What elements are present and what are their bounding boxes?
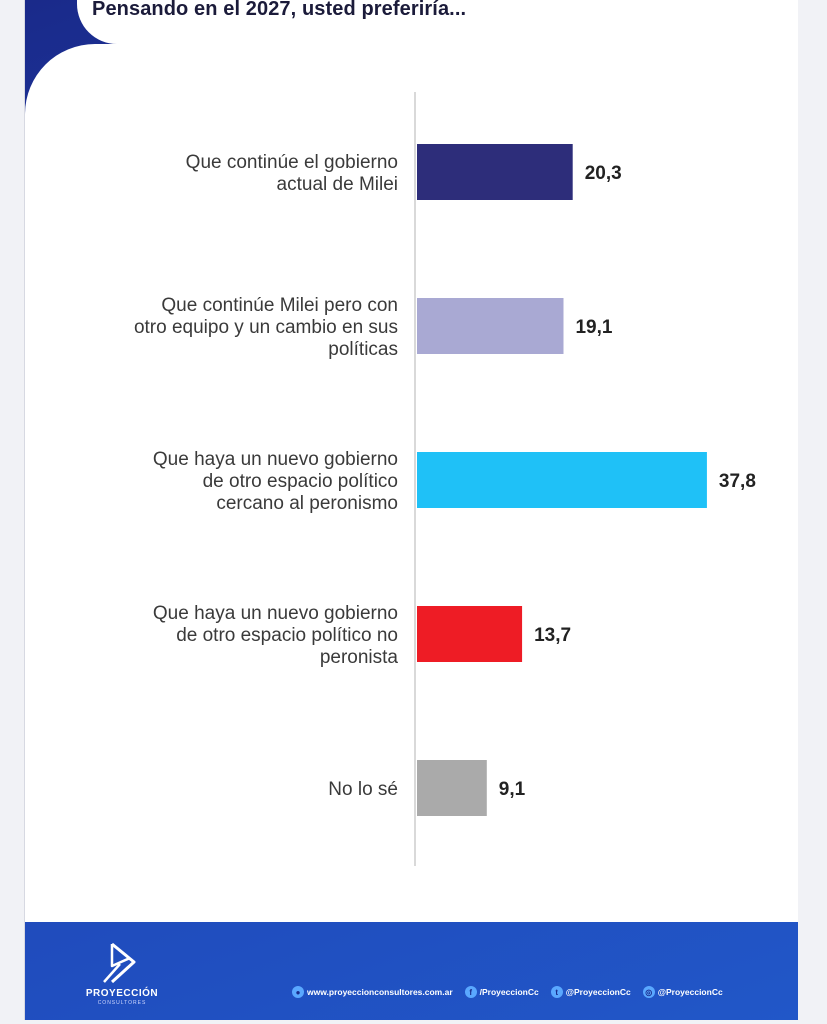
data-label-3: 13,7	[534, 625, 571, 646]
category-label-1-line-2: políticas	[328, 339, 398, 360]
bar-2	[417, 452, 707, 508]
data-label-2: 37,8	[719, 471, 756, 492]
social-twitter-text: @ProyeccionCc	[565, 987, 631, 997]
social-facebook[interactable]: f /ProyeccionCc	[464, 986, 539, 998]
social-links: ● www.proyeccionconsultores.com.ar f /Pr…	[292, 986, 723, 998]
category-label-3-line-2: peronista	[320, 647, 399, 668]
category-label-4-line-0: No lo sé	[328, 779, 398, 800]
social-twitter[interactable]: t @ProyeccionCc	[550, 986, 631, 998]
category-label-1-line-1: otro equipo y un cambio en sus	[134, 317, 398, 338]
data-label-4: 9,1	[499, 779, 526, 800]
facebook-icon: f	[464, 986, 477, 998]
brand-name: PROYECCIÓN	[85, 988, 159, 999]
globe-icon: ●	[292, 986, 304, 998]
bar-4	[417, 760, 487, 816]
category-label-3-line-0: Que haya un nuevo gobierno	[153, 603, 398, 624]
data-label-0: 20,3	[585, 163, 622, 184]
category-label-0-line-1: actual de Milei	[277, 174, 398, 195]
category-label-1-line-0: Que continúe Milei pero con	[161, 295, 398, 316]
category-label-0-line-0: Que continúe el gobierno	[186, 152, 398, 173]
chart-title: Pensando en el 2027, usted preferiría...	[92, 0, 467, 20]
category-label-2-line-1: de otro espacio político	[203, 471, 398, 492]
brand-logo: PROYECCIÓN CONSULTORES	[82, 938, 162, 1008]
social-website-text: www.proyeccionconsultores.com.ar	[307, 987, 453, 997]
social-website[interactable]: ● www.proyeccionconsultores.com.ar	[292, 986, 453, 998]
twitter-icon: t	[550, 986, 563, 998]
category-label-3-line-1: de otro espacio político no	[176, 625, 398, 646]
data-label-1: 19,1	[575, 317, 612, 338]
infographic-card	[24, 0, 800, 1020]
bar-3	[417, 606, 523, 662]
proyeccion-logo-icon	[103, 942, 136, 984]
instagram-icon: ◎	[642, 986, 655, 998]
right-margin	[798, 0, 827, 1024]
bar-1	[417, 298, 564, 354]
title-tab	[77, 0, 799, 44]
brand-subtitle: CONSULTORES	[97, 1000, 147, 1006]
category-label-2-line-0: Que haya un nuevo gobierno	[153, 449, 398, 470]
social-instagram[interactable]: ◎ @ProyeccionCc	[642, 986, 723, 998]
category-label-2-line-2: cercano al peronismo	[216, 493, 398, 514]
social-instagram-text: @ProyeccionCc	[657, 987, 723, 997]
social-facebook-text: /ProyeccionCc	[479, 987, 539, 997]
bar-0	[417, 144, 573, 200]
footer: PROYECCIÓN CONSULTORES ● www.proyeccionc…	[24, 922, 798, 1020]
